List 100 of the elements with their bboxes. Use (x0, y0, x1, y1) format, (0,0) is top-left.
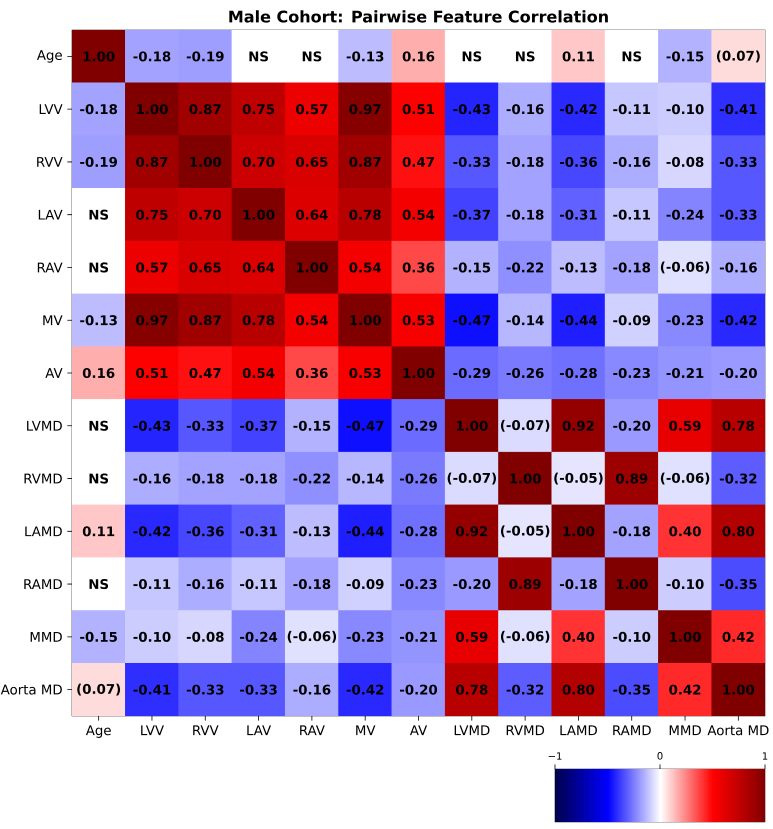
data-label: 0.40 (562, 632, 594, 642)
data-label: -0.08 (666, 156, 704, 167)
data-label: -0.42 (133, 526, 170, 536)
data-label: -0.08 (186, 632, 224, 642)
data-label: -0.18 (133, 51, 170, 62)
data-label: -0.33 (720, 156, 757, 167)
data-label: -0.20 (613, 420, 650, 431)
data-label: NS (90, 210, 108, 220)
data-label: 0.11 (82, 526, 114, 536)
data-label: 0.54 (349, 262, 382, 273)
data-label: -0.10 (133, 632, 171, 642)
data-label: -0.20 (400, 684, 438, 695)
data-label: -0.18 (613, 526, 650, 536)
data-label: -0.20 (720, 368, 757, 378)
data-label: -0.19 (80, 156, 118, 167)
data-label: NS (90, 420, 108, 431)
y-tick-label: LAMD (25, 526, 62, 536)
data-label: 0.75 (136, 210, 168, 220)
data-label: -0.41 (720, 104, 757, 114)
data-label: -0.42 (560, 104, 596, 114)
data-label: -0.19 (186, 51, 224, 62)
data-label: 0.36 (296, 368, 328, 378)
data-label: 0.47 (189, 368, 221, 378)
y-tick-label: MMD (30, 632, 62, 642)
data-label: 1.00 (616, 579, 648, 590)
y-tick-label: MV (43, 315, 63, 326)
data-label: -0.23 (346, 632, 384, 642)
data-label: (-0.06) (660, 472, 710, 484)
data-label: -0.28 (560, 368, 597, 378)
data-label: -0.26 (400, 473, 438, 484)
data-label: -0.33 (720, 210, 757, 220)
data-label: -0.43 (453, 104, 490, 114)
data-label: -0.47 (453, 315, 490, 326)
data-label: 0.87 (189, 104, 221, 114)
data-label: 0.42 (722, 632, 754, 642)
data-label: 0.64 (242, 262, 274, 273)
x-tick-label: RAV (300, 725, 325, 736)
data-label: (-0.07) (500, 420, 550, 432)
data-label: -0.10 (666, 579, 704, 590)
x-tick-label: RVV (193, 725, 219, 736)
data-label: -0.10 (666, 104, 704, 114)
data-label: -0.18 (506, 210, 544, 220)
data-label: NS (90, 473, 108, 484)
data-label: -0.23 (666, 315, 704, 326)
data-label: -0.11 (613, 104, 650, 114)
data-label: -0.18 (293, 579, 330, 590)
y-tick-label: RVV (37, 157, 63, 167)
data-label: 0.78 (349, 210, 381, 220)
data-label: (0.07) (77, 684, 120, 696)
data-label: NS (462, 51, 482, 62)
y-tick-label: LVV (40, 104, 63, 114)
data-label: 0.40 (669, 526, 701, 536)
data-label: -0.13 (346, 51, 384, 62)
chart-title: Male Cohort: Pairwise Feature Correlation (229, 10, 608, 23)
data-label: -0.18 (506, 156, 544, 167)
data-label: NS (622, 51, 642, 62)
x-tick-label: RAMD (613, 725, 651, 736)
data-label: -0.33 (186, 420, 224, 431)
x-tick-label: LAMD (560, 725, 597, 736)
y-tick-label: RVMD (24, 474, 62, 484)
data-label: 1.00 (510, 473, 541, 484)
data-label: 0.75 (242, 104, 274, 114)
color-bar-label: 1 (762, 752, 768, 760)
data-label: 1.00 (137, 104, 168, 114)
data-label: NS (302, 51, 322, 62)
data-label: -0.14 (506, 315, 544, 326)
data-label: (0.07) (716, 50, 760, 62)
x-tick-label: AV (410, 725, 428, 736)
data-label: 1.00 (244, 210, 274, 220)
x-tick-label: RVMD (506, 725, 544, 736)
data-label: -0.10 (613, 632, 650, 642)
data-label: -0.23 (400, 579, 437, 590)
data-label: -0.18 (80, 104, 118, 114)
data-label: -0.13 (293, 526, 330, 536)
data-label: 0.16 (82, 368, 114, 378)
data-label: -0.32 (506, 684, 544, 695)
data-label: 0.59 (669, 420, 701, 431)
data-label: 0.80 (722, 526, 754, 536)
data-label: -0.24 (240, 632, 278, 642)
data-label: 0.54 (242, 368, 274, 378)
data-label: -0.44 (560, 315, 598, 326)
data-label: 0.51 (136, 368, 168, 378)
y-tick-label: Age (36, 50, 62, 63)
data-label: -0.18 (613, 262, 650, 273)
data-label: 1.00 (190, 156, 222, 167)
data-label: 1.00 (563, 526, 594, 536)
x-tick-label: LVMD (454, 725, 490, 736)
data-label: -0.29 (453, 368, 490, 378)
data-label: -0.33 (240, 684, 277, 695)
data-label: -0.15 (293, 420, 330, 431)
data-label: 0.87 (189, 315, 221, 326)
data-label: -0.31 (560, 210, 597, 220)
data-label: NS (90, 579, 108, 590)
data-label: (-0.05) (554, 472, 603, 484)
data-label: NS (90, 262, 108, 273)
data-label: 0.51 (402, 104, 434, 114)
data-label: 0.87 (136, 156, 168, 167)
data-label: 1.00 (456, 420, 488, 431)
data-label: 0.70 (189, 210, 222, 220)
y-tick-label: LVMD (27, 420, 62, 431)
